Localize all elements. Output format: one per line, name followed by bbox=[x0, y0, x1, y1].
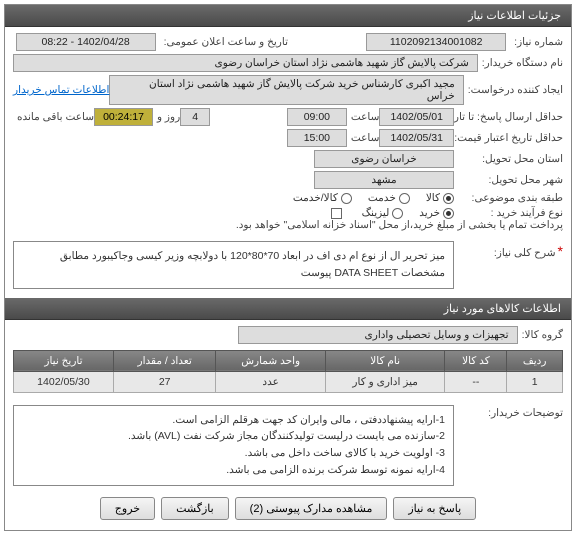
required-star-icon: * bbox=[558, 243, 563, 259]
radio-buy[interactable]: خرید bbox=[419, 207, 454, 219]
buyer-org-label: نام دستگاه خریدار: bbox=[482, 57, 563, 69]
deadline-send-date: 1402/05/01 bbox=[379, 108, 454, 126]
items-body: گروه کالا: تجهیزات و وسایل تحصیلی واداری… bbox=[5, 320, 571, 530]
validity-date: 1402/05/31 bbox=[379, 129, 454, 147]
respond-button[interactable]: پاسخ به نیاز bbox=[393, 497, 476, 520]
cell-date: 1402/05/30 bbox=[14, 371, 114, 392]
button-bar: پاسخ به نیاز مشاهده مدارک پیوستی (2) باز… bbox=[13, 489, 563, 524]
col-index: ردیف bbox=[507, 350, 563, 371]
days-value: 4 bbox=[180, 108, 210, 126]
radio-service[interactable]: خدمت bbox=[368, 192, 410, 204]
category-radio-group: کالا خدمت کالا/خدمت bbox=[293, 192, 454, 204]
note-line-2: 2-سازنده می بایست درلیست تولیدکنندگان مج… bbox=[22, 428, 445, 445]
days-label: روز و bbox=[157, 111, 180, 123]
process-radio-group: خرید لیزینگ bbox=[362, 207, 454, 219]
buyer-org-value: شرکت پالایش گاز شهید هاشمی نژاد استان خر… bbox=[13, 54, 478, 72]
cell-code: -- bbox=[445, 371, 507, 392]
countdown-timer: 00:24:17 bbox=[94, 108, 153, 126]
radio-buy-icon bbox=[443, 208, 454, 219]
table-row[interactable]: 1 -- میز اداری و کار عدد 27 1402/05/30 bbox=[14, 371, 563, 392]
note-line-3: 3- اولویت خرید با کالای ساخت داخل می باش… bbox=[22, 445, 445, 462]
requester-value: مجید اکبری کارشناس خرید شرکت پالایش گاز … bbox=[109, 75, 463, 105]
group-label: گروه کالا: bbox=[522, 329, 563, 341]
note-line-1: 1-ارایه پیشنهاددفتی ، مالی وایران کد جهت… bbox=[22, 412, 445, 429]
radio-goods[interactable]: کالا bbox=[426, 192, 454, 204]
validity-time: 15:00 bbox=[287, 129, 347, 147]
group-value: تجهیزات و وسایل تحصیلی واداری bbox=[238, 326, 518, 344]
note-line-4: 4-ارایه نمونه توسط شرکت برنده الزامی می … bbox=[22, 462, 445, 479]
cell-qty: 27 bbox=[113, 371, 215, 392]
need-no-label: شماره نیاز: bbox=[514, 36, 563, 48]
contact-link[interactable]: اطلاعات تماس خریدار bbox=[13, 84, 109, 96]
col-name: نام کالا bbox=[325, 350, 445, 371]
radio-goods-service[interactable]: کالا/خدمت bbox=[293, 192, 352, 204]
cell-name: میز اداری و کار bbox=[325, 371, 445, 392]
col-code: کد کالا bbox=[445, 350, 507, 371]
cell-index: 1 bbox=[507, 371, 563, 392]
deadline-send-time: 09:00 bbox=[287, 108, 347, 126]
attachments-button[interactable]: مشاهده مدارک پیوستی (2) bbox=[235, 497, 388, 520]
col-unit: واحد شمارش bbox=[216, 350, 325, 371]
main-panel: جزئیات اطلاعات نیاز شماره نیاز: 11020921… bbox=[4, 4, 572, 531]
radio-goods-service-icon bbox=[341, 193, 352, 204]
items-table: ردیف کد کالا نام کالا واحد شمارش تعداد /… bbox=[13, 350, 563, 393]
deadline-time-label: ساعت bbox=[351, 111, 380, 123]
exit-button[interactable]: خروج bbox=[100, 497, 155, 520]
items-header: اطلاعات کالاهای مورد نیاز bbox=[5, 298, 571, 320]
province-label: استان محل تحویل: bbox=[458, 153, 563, 165]
payment-note: پرداخت تمام یا بخشی از مبلغ خرید،از محل … bbox=[236, 219, 563, 231]
panel-title: جزئیات اطلاعات نیاز bbox=[5, 5, 571, 27]
desc-box: میز تحریر ال از نوع ام دی اف در ابعاد 70… bbox=[13, 241, 454, 289]
category-label: طبقه بندی موضوعی: bbox=[458, 192, 563, 204]
remaining-label: ساعت باقی مانده bbox=[17, 111, 94, 123]
city-value: مشهد bbox=[314, 171, 454, 189]
col-date: تاریخ نیاز bbox=[14, 350, 114, 371]
desc-label: *شرح کلی نیاز: bbox=[458, 237, 563, 259]
cell-unit: عدد bbox=[216, 371, 325, 392]
pub-date-label: تاریخ و ساعت اعلان عمومی: bbox=[164, 36, 288, 48]
process-label: نوع فرآیند خرید : bbox=[458, 207, 563, 219]
col-qty: تعداد / مقدار bbox=[113, 350, 215, 371]
validity-time-label: ساعت bbox=[351, 132, 380, 144]
desc-text: میز تحریر ال از نوع ام دی اف در ابعاد 70… bbox=[60, 250, 445, 279]
radio-lease[interactable]: لیزینگ bbox=[362, 207, 404, 219]
radio-service-icon bbox=[399, 193, 410, 204]
validity-label: حداقل تاریخ اعتبار قیمت: تا تاریخ: bbox=[458, 132, 563, 144]
table-header-row: ردیف کد کالا نام کالا واحد شمارش تعداد /… bbox=[14, 350, 563, 371]
radio-goods-icon bbox=[443, 193, 454, 204]
buyer-notes-box: 1-ارایه پیشنهاددفتی ، مالی وایران کد جهت… bbox=[13, 405, 454, 486]
province-value: خراسان رضوی bbox=[314, 150, 454, 168]
requester-label: ایجاد کننده درخواست: bbox=[468, 84, 563, 96]
back-button[interactable]: بازگشت bbox=[161, 497, 229, 520]
deadline-send-label: حداقل ارسال پاسخ: تا تاریخ: bbox=[458, 111, 563, 123]
city-label: شهر محل تحویل: bbox=[458, 174, 563, 186]
payment-checkbox[interactable] bbox=[331, 208, 342, 219]
buyer-notes-label: توضیحات خریدار: bbox=[458, 401, 563, 419]
pub-date-value: 1402/04/28 - 08:22 bbox=[16, 33, 156, 51]
panel-body: شماره نیاز: 1102092134001082 تاریخ و ساع… bbox=[5, 27, 571, 298]
need-no-value: 1102092134001082 bbox=[366, 33, 506, 51]
radio-lease-icon bbox=[392, 208, 403, 219]
